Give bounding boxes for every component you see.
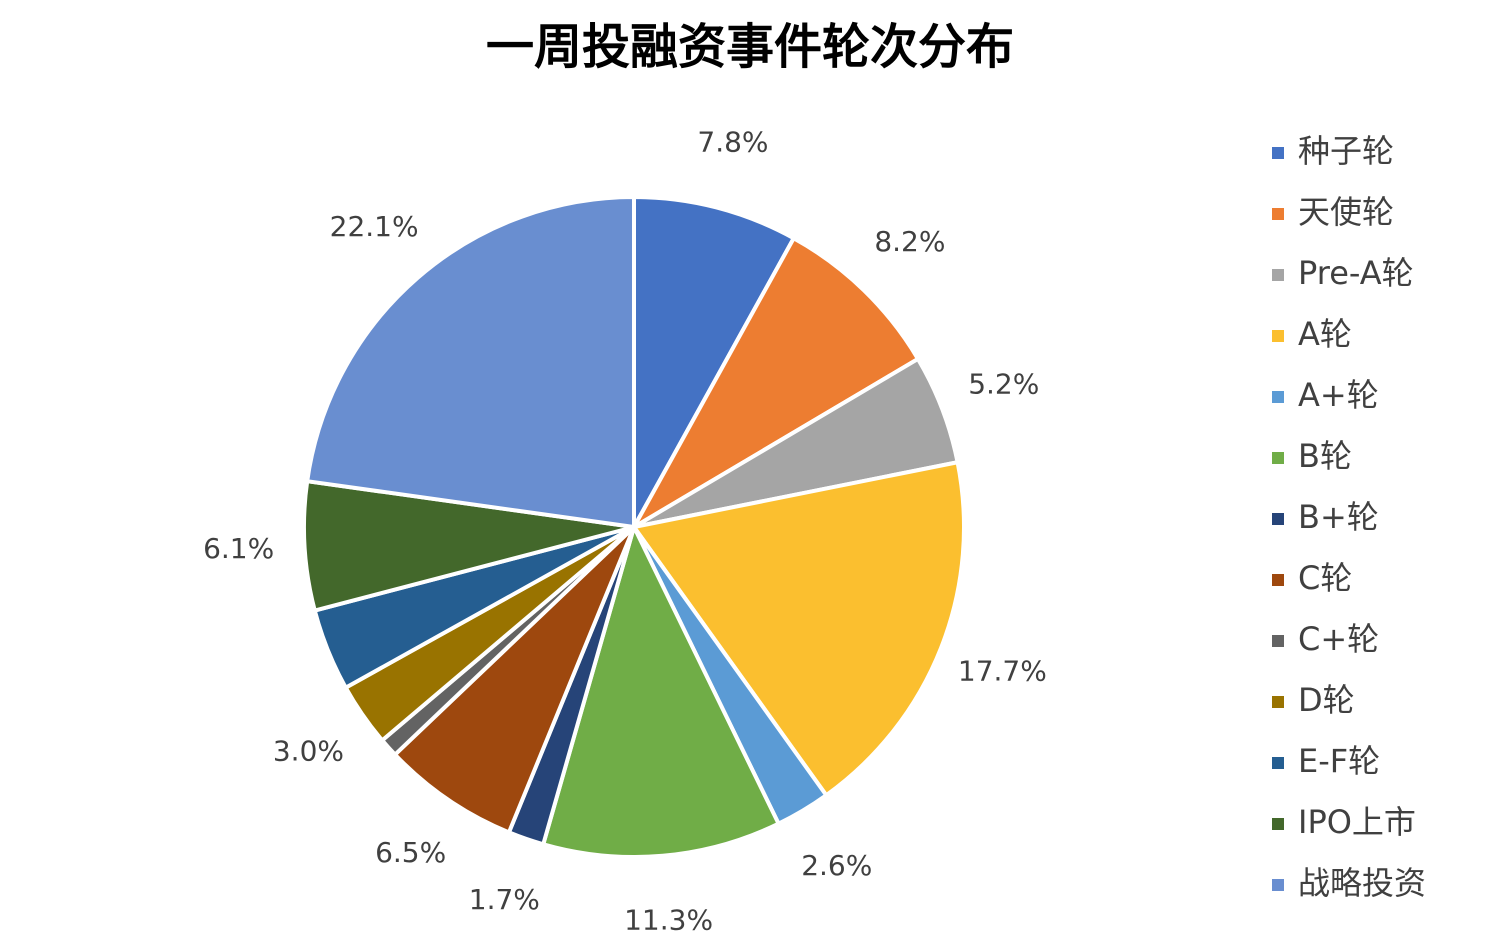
legend-label: 天使轮: [1298, 193, 1394, 231]
data-label: 11.3%: [624, 903, 713, 936]
legend-swatch: [1272, 757, 1284, 769]
pie-slice: [632, 194, 797, 528]
legend-swatch: [1272, 818, 1284, 830]
legend-swatch: [1272, 513, 1284, 525]
legend-label: D轮: [1298, 681, 1355, 719]
data-label: 3.0%: [273, 734, 344, 767]
data-label: 6.5%: [375, 836, 446, 869]
legend-label: 战略投资: [1298, 864, 1426, 902]
data-label: 8.2%: [874, 225, 945, 258]
legend-label: Pre-A轮: [1298, 254, 1414, 292]
legend-swatch: [1272, 635, 1284, 647]
legend-label: B轮: [1298, 437, 1352, 475]
pie-slice: [628, 235, 921, 533]
legend-label: 种子轮: [1298, 132, 1394, 170]
legend-swatch: [1272, 269, 1284, 281]
data-label: 2.6%: [801, 849, 872, 882]
legend-label: E-F轮: [1298, 742, 1380, 780]
legend-label: C+轮: [1298, 620, 1379, 658]
legend-swatch: [1272, 391, 1284, 403]
legend-swatch: [1272, 330, 1284, 342]
data-label: 22.1%: [330, 210, 419, 243]
legend-swatch: [1272, 879, 1284, 891]
data-label: 6.1%: [203, 532, 274, 565]
legend-swatch: [1272, 147, 1284, 159]
legend-swatch: [1272, 696, 1284, 708]
legend-swatch: [1272, 208, 1284, 220]
data-label: 1.7%: [469, 883, 540, 916]
chart-title: 一周投融资事件轮次分布: [486, 19, 1014, 75]
data-label: 7.8%: [697, 126, 768, 159]
legend-label: B+轮: [1298, 498, 1379, 536]
legend-label: A轮: [1298, 315, 1352, 353]
legend-label: A+轮: [1298, 376, 1379, 414]
legend-label: IPO上市: [1298, 803, 1416, 841]
data-label: 17.7%: [958, 654, 1047, 687]
data-label: 5.2%: [968, 367, 1039, 400]
legend-swatch: [1272, 574, 1284, 586]
legend-label: C轮: [1298, 559, 1352, 597]
pie-slice: [392, 525, 636, 835]
pie-slice: [540, 521, 782, 859]
pie-slice: [304, 194, 636, 530]
pie-slice: [630, 459, 966, 799]
pie-slice: [302, 478, 635, 613]
legend-swatch: [1272, 452, 1284, 464]
